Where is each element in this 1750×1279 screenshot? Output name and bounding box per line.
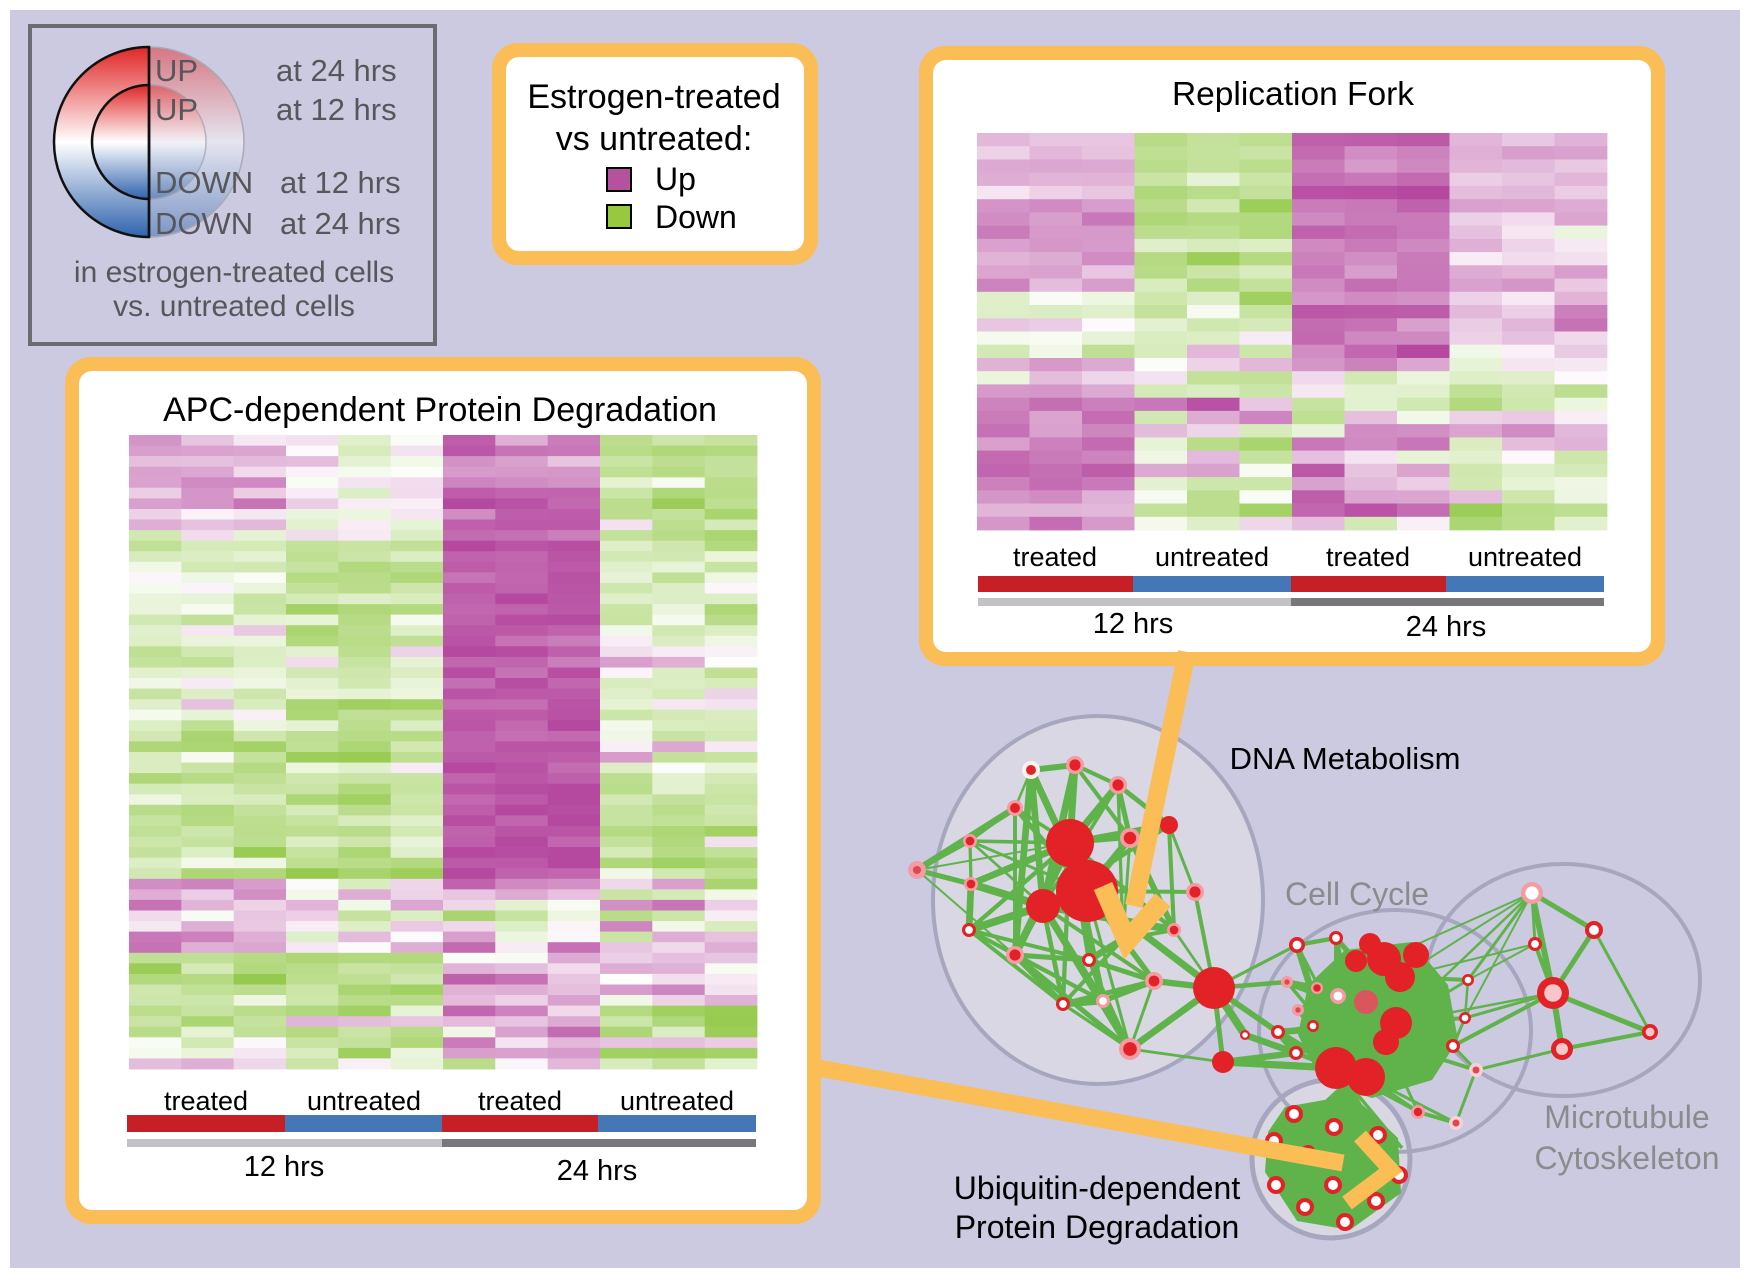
svg-text:treated: treated — [164, 1086, 248, 1116]
svg-text:DNA Metabolism: DNA Metabolism — [1230, 741, 1461, 776]
svg-text:Replication Fork: Replication Fork — [1172, 76, 1414, 113]
svg-text:treated: treated — [478, 1086, 562, 1116]
svg-text:at 12 hrs: at 12 hrs — [280, 165, 401, 200]
svg-text:treated: treated — [1326, 542, 1410, 572]
svg-text:24 hrs: 24 hrs — [1406, 611, 1487, 643]
svg-text:UP: UP — [155, 92, 198, 127]
svg-text:DOWN: DOWN — [155, 206, 253, 241]
svg-text:Estrogen-treated: Estrogen-treated — [527, 78, 780, 116]
svg-text:vs. untreated cells: vs. untreated cells — [113, 290, 355, 323]
svg-text:Cytoskeleton: Cytoskeleton — [1535, 1140, 1720, 1176]
svg-text:untreated: untreated — [1468, 542, 1582, 572]
svg-text:Down: Down — [655, 199, 737, 235]
svg-text:at 24 hrs: at 24 hrs — [280, 206, 401, 241]
svg-text:untreated: untreated — [620, 1086, 734, 1116]
svg-text:at 12 hrs: at 12 hrs — [276, 92, 397, 127]
svg-text:Protein Degradation: Protein Degradation — [955, 1209, 1240, 1245]
svg-text:Microtubule: Microtubule — [1544, 1099, 1709, 1135]
svg-text:untreated: untreated — [1155, 542, 1269, 572]
svg-text:treated: treated — [1013, 542, 1097, 572]
svg-text:24 hrs: 24 hrs — [557, 1155, 638, 1187]
svg-text:in estrogen-treated cells: in estrogen-treated cells — [74, 256, 394, 289]
svg-text:12 hrs: 12 hrs — [1093, 608, 1174, 640]
svg-text:Up: Up — [655, 161, 696, 197]
svg-text:at 24 hrs: at 24 hrs — [276, 53, 397, 88]
svg-text:APC-dependent Protein Degradat: APC-dependent Protein Degradation — [163, 391, 717, 429]
svg-text:12 hrs: 12 hrs — [244, 1151, 325, 1183]
svg-text:Ubiquitin-dependent: Ubiquitin-dependent — [954, 1170, 1241, 1206]
svg-text:DOWN: DOWN — [155, 165, 253, 200]
svg-text:untreated: untreated — [307, 1086, 421, 1116]
svg-text:UP: UP — [155, 53, 198, 88]
svg-text:Cell Cycle: Cell Cycle — [1285, 876, 1429, 912]
svg-text:vs untreated:: vs untreated: — [556, 120, 753, 158]
